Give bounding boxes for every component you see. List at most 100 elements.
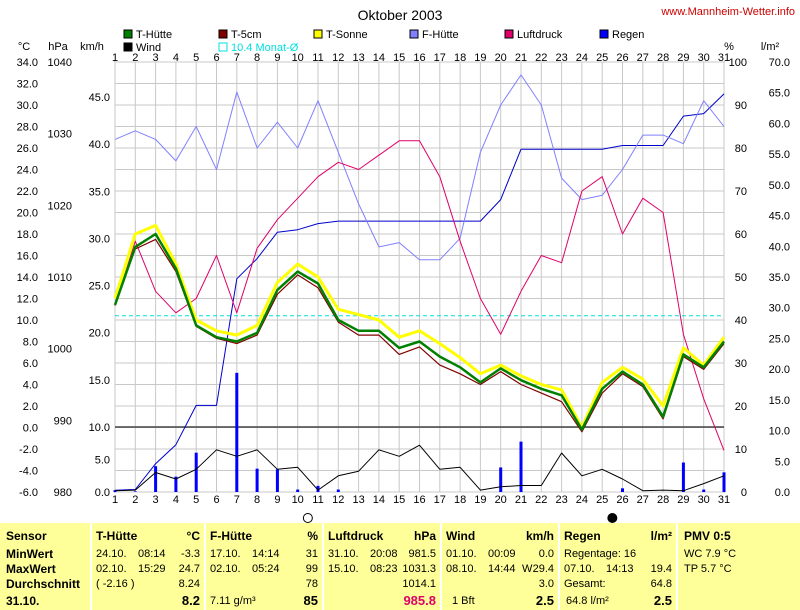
rain-bar [133, 491, 137, 492]
x-tick-label: 16 [413, 52, 425, 64]
temp-tick-label: 10.0 [17, 315, 38, 327]
t-huette-max-date: 02.10. [96, 563, 127, 575]
wind-max-date: 08.10. [446, 563, 477, 575]
x-tick-label-bottom: 26 [616, 494, 628, 506]
rain-bar [519, 441, 523, 492]
rain-bar [275, 469, 279, 492]
x-tick-label: 7 [234, 52, 240, 64]
regen-month-total: 64.8 l/m² [566, 595, 609, 607]
x-tick-label-bottom: 9 [274, 494, 280, 506]
regen-max-time: 14:13 [606, 563, 634, 575]
pressure-tick-label: 1020 [48, 200, 72, 212]
x-tick-label: 1 [112, 52, 118, 64]
x-tick-label-bottom: 8 [254, 494, 260, 506]
rain-bar [621, 488, 624, 492]
pmv-header: PMV 0:5 [684, 529, 731, 543]
stats-wind: Wind km/h 01.10. 00:09 0.0 08.10. 14:44 W 29.4… [442, 523, 558, 610]
humidity-tick-label: 40 [735, 315, 747, 327]
sensor-header: Sensor [6, 529, 47, 543]
f-huette-min-value: 31 [305, 548, 318, 560]
wind-current: 2.5 [535, 593, 554, 608]
source-label: www.Mannheim-Wetter.info [660, 6, 795, 18]
temp-tick-label: 16.0 [17, 251, 38, 263]
x-tick-label-bottom: 10 [292, 494, 304, 506]
legend-swatch [123, 42, 133, 52]
legend-label: F-Hütte [422, 29, 459, 41]
luftdruck-min-time: 20:08 [370, 548, 398, 560]
x-tick-label-bottom: 3 [153, 494, 159, 506]
x-tick-label-bottom: 7 [234, 494, 240, 506]
stats-t-huette: T-Hütte °C 24.10. 08:14 -3.3 02.10. 15:29 24.… [92, 523, 204, 610]
x-tick-label-bottom: 15 [393, 494, 405, 506]
t-huette-min-time: 08:14 [138, 548, 166, 560]
weather-chart: 1122334455667788991010111112121313141415… [17, 6, 795, 523]
f-huette-current: 85 [303, 593, 318, 608]
f-huette-max-date: 02.10. [210, 563, 241, 575]
f-huette-unit: % [307, 529, 318, 543]
x-tick-label-bottom: 24 [576, 494, 588, 506]
legend-label: Wind [136, 42, 161, 54]
t-huette-current: 8.2 [181, 593, 200, 608]
x-tick-label: 20 [495, 52, 507, 64]
humidity-tick-label: 20 [735, 401, 747, 413]
humidity-tick-label: 60 [735, 229, 747, 241]
luftdruck-header: Luftdruck [328, 529, 384, 543]
rain-bar [681, 462, 685, 492]
t-huette-avg-extra: ( -2.16 ) [96, 578, 135, 590]
humidity-tick-label: 10 [735, 444, 747, 456]
x-tick-label: 6 [213, 52, 219, 64]
rain-bar [296, 489, 300, 492]
chart-title: Oktober 2003 [358, 7, 443, 23]
wind-max-time: 14:44 [488, 563, 516, 575]
wind-beaufort: 1 Bft [452, 595, 475, 607]
x-tick-label: 8 [254, 52, 260, 64]
luftdruck-unit: hPa [413, 529, 436, 543]
humidity-tick-label: 70 [735, 186, 747, 198]
wind-min-value: 0.0 [538, 548, 554, 560]
wind-tick-label: 35.0 [89, 186, 110, 198]
rain-bar [336, 489, 340, 492]
x-tick-label: 15 [393, 52, 405, 64]
legend-swatch [504, 29, 514, 39]
rain-tick-label: 15.0 [769, 395, 790, 407]
regen-rain-days: Regentage: 16 [564, 548, 637, 560]
f-huette-min-date: 17.10. [210, 548, 241, 560]
rain-tick-label: 5.0 [775, 456, 790, 468]
stats-pmv: PMV 0:5 WC 7.9 °C TP 5.7 °C [678, 523, 800, 610]
legend-label: Regen [612, 29, 644, 41]
full-moon-icon [302, 513, 313, 523]
temp-tick-label: 0.0 [23, 423, 38, 435]
x-tick-label: 12 [332, 52, 344, 64]
humidity-tick-label: 30 [735, 358, 747, 370]
wind-min-date: 01.10. [446, 548, 477, 560]
rain-bar [113, 490, 117, 492]
temp-tick-label: 18.0 [17, 229, 38, 241]
rain-bar [702, 489, 706, 492]
temp-tick-label: -4.0 [19, 466, 38, 478]
x-tick-label-bottom: 13 [352, 494, 364, 506]
rain-bar [255, 468, 259, 492]
stats-luftdruck: Luftdruck hPa 31.10. 20:08 981.5 15.10. 08:2… [324, 523, 440, 610]
luftdruck-max-time: 08:23 [370, 563, 398, 575]
rain-tick-label: 0.0 [775, 487, 790, 499]
x-tick-label: 18 [454, 52, 466, 64]
x-tick-label-bottom: 6 [213, 494, 219, 506]
rain-bar [316, 485, 320, 492]
x-tick-label: 17 [434, 52, 446, 64]
rain-bar [235, 372, 239, 492]
temp-tick-label: 24.0 [17, 165, 38, 177]
f-huette-header: F-Hütte [210, 529, 252, 543]
regen-current: 2.5 [653, 593, 672, 608]
regen-header: Regen [564, 529, 601, 543]
temp-tick-label: 6.0 [23, 358, 38, 370]
temp-unit-label: °C [18, 41, 30, 53]
t-huette-header: T-Hütte [96, 529, 138, 543]
x-tick-label-bottom: 1 [112, 494, 118, 506]
x-tick-label-bottom: 22 [535, 494, 547, 506]
x-tick-label: 14 [373, 52, 385, 64]
temp-tick-label: -2.0 [19, 444, 38, 456]
f-huette-max-value: 99 [305, 563, 318, 575]
rain-tick-label: 50.0 [769, 180, 790, 192]
x-tick-label: 27 [637, 52, 649, 64]
humidity-tick-label: 80 [735, 143, 747, 155]
